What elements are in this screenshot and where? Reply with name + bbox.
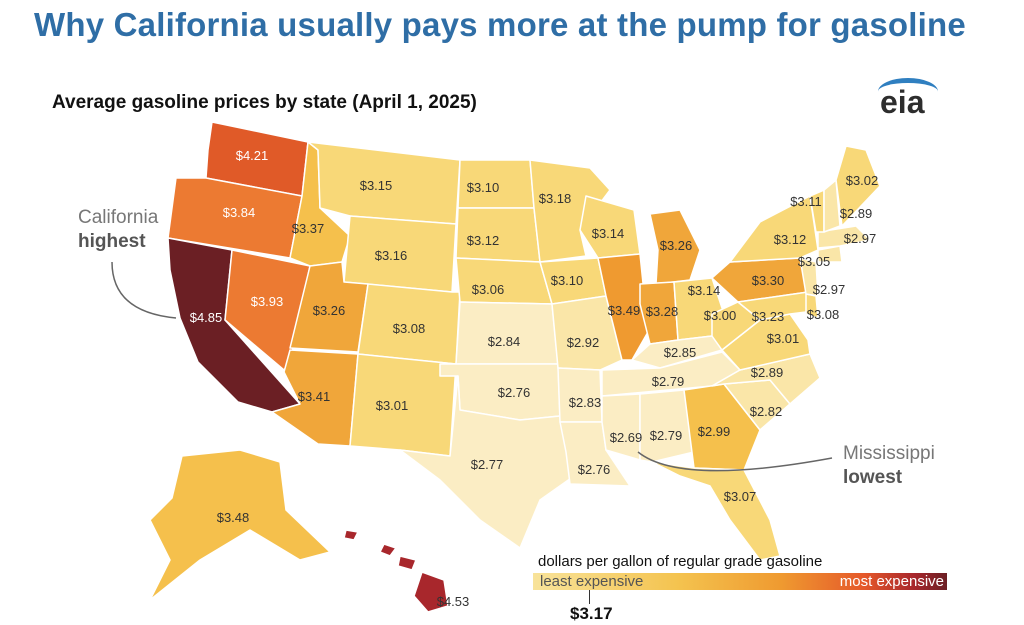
mississippi-annotation-highlight: lowest [843,467,903,488]
state-ks[interactable] [455,301,559,365]
price-al: $2.79 [650,428,683,443]
price-mn: $3.18 [539,191,572,206]
price-la: $2.76 [578,462,611,477]
price-fl: $3.07 [724,489,757,504]
legend-average-value: $3.17 [570,604,613,623]
legend-most-label: most expensive [839,573,944,590]
price-ny: $3.12 [774,232,807,247]
price-oh: $3.14 [688,283,721,298]
price-ky: $2.85 [664,345,697,360]
price-sd: $3.12 [467,233,500,248]
headline: Why California usually pays more at the … [34,6,966,43]
state-al[interactable] [639,389,695,463]
california-leader-line [111,261,177,319]
price-ct: $3.05 [798,254,831,269]
logo-text: eia [880,84,925,120]
map-subtitle: Average gasoline prices by state (April … [52,92,477,113]
price-vt: $3.11 [790,194,822,209]
state-hi-maui[interactable] [397,555,417,571]
price-pa: $3.30 [752,273,785,288]
state-fl[interactable] [651,461,781,561]
state-wv[interactable] [711,301,761,351]
california-annotation-highlight: highest [78,231,146,252]
price-ut: $3.26 [313,303,346,318]
price-ga: $2.99 [698,424,731,439]
price-me: $3.02 [846,173,879,188]
state-ma[interactable] [817,225,871,249]
legend-color-bar [533,573,947,590]
legend-average-tick [589,590,590,604]
price-mi: $3.26 [660,238,693,253]
price-md: $3.23 [752,309,785,324]
price-tx: $2.77 [471,457,504,472]
state-hi-kauai[interactable] [343,529,359,541]
price-va: $3.01 [767,331,800,346]
state-md[interactable] [737,291,809,321]
logo-arc-icon [878,78,938,105]
price-il: $3.49 [608,303,641,318]
price-hi: $4.53 [437,594,470,609]
state-ms[interactable] [601,393,641,461]
price-ks: $2.84 [488,334,521,349]
price-nj: $2.97 [813,282,846,297]
price-nv: $3.93 [251,294,284,309]
state-tx[interactable] [399,375,575,549]
price-az: $3.41 [298,389,331,404]
state-nh[interactable] [823,179,841,233]
price-tn: $2.79 [652,374,685,389]
eia-logo: eia [874,78,940,122]
price-ia: $3.10 [551,273,584,288]
price-wa: $4.21 [236,148,269,163]
state-me[interactable] [835,145,881,227]
price-co: $3.08 [393,321,426,336]
state-hi-oahu[interactable] [379,543,397,557]
state-mn[interactable] [529,159,611,263]
price-nm: $3.01 [376,398,409,413]
price-ak: $3.48 [217,510,250,525]
price-mt: $3.15 [360,178,393,193]
price-ms: $2.69 [610,430,643,445]
price-id: $3.37 [292,221,325,236]
price-wy: $3.16 [375,248,408,263]
price-ca: $4.85 [190,310,223,325]
california-annotation: California highest [78,206,158,254]
price-nh: $2.89 [840,206,873,221]
price-ar: $2.83 [569,395,602,410]
price-mo: $2.92 [567,335,600,350]
price-nd: $3.10 [467,180,500,195]
price-ok: $2.76 [498,385,531,400]
price-nc: $2.89 [751,365,784,380]
mississippi-leader-line [637,451,833,472]
price-wi: $3.14 [592,226,625,241]
california-annotation-name: California [78,207,159,228]
price-ma: $2.97 [844,231,877,246]
mississippi-annotation: Mississippi lowest [843,442,935,490]
price-or: $3.84 [223,205,256,220]
price-ne: $3.06 [472,282,505,297]
mississippi-annotation-name: Mississippi [843,443,935,464]
legend-least-label: least expensive [540,573,644,590]
state-mo[interactable] [551,295,623,371]
legend-title: dollars per gallon of regular grade gaso… [538,553,823,570]
price-wv: $3.00 [704,308,737,323]
price-in: $3.28 [646,304,679,319]
price-sc: $2.82 [750,404,783,419]
state-ne[interactable] [455,257,553,305]
state-nj[interactable] [799,257,819,297]
price-de: $3.08 [807,307,840,322]
state-hi-big-island[interactable] [413,571,449,613]
state-ak[interactable] [149,449,331,601]
